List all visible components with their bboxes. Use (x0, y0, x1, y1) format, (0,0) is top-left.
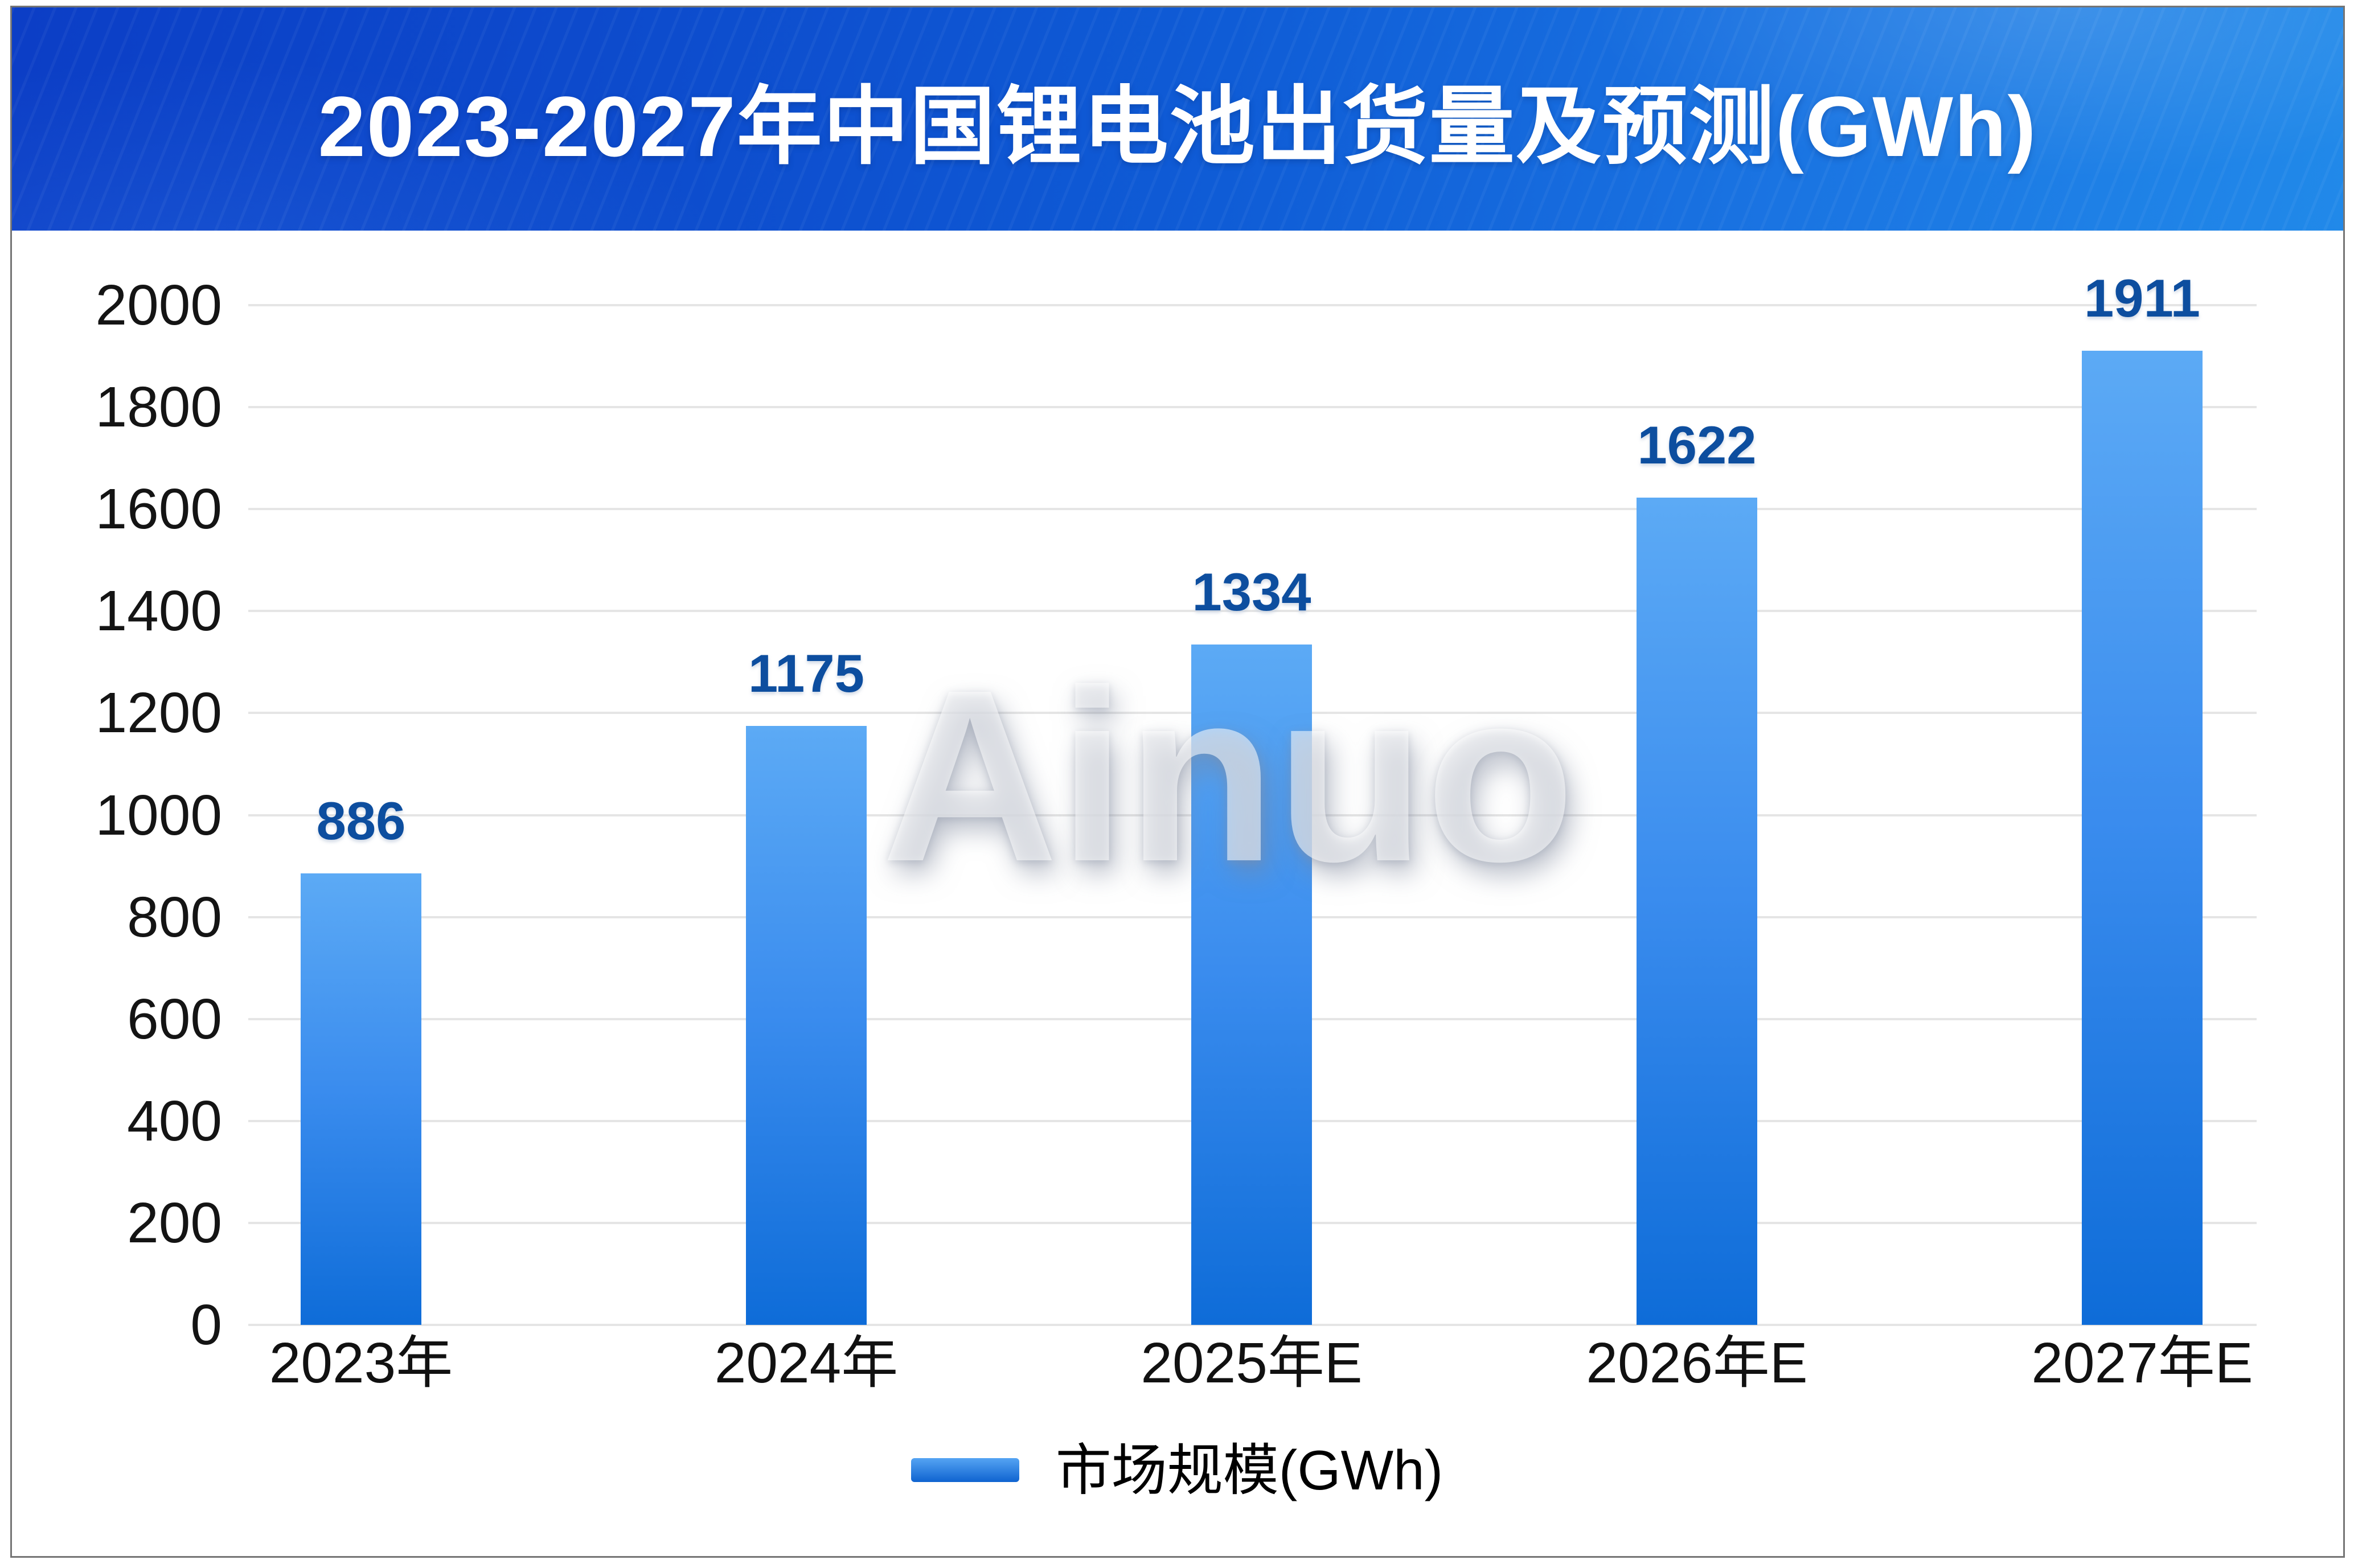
gridline (248, 610, 2257, 613)
y-axis-tick-label: 600 (127, 987, 222, 1051)
x-axis-tick-label: 2026年E (1586, 1331, 1808, 1395)
gridline (248, 406, 2257, 409)
page-title: 2023-2027年中国锂电池出货量及预测(GWh) (318, 78, 2037, 174)
y-axis-tick-label: 2000 (95, 273, 222, 337)
bar (301, 873, 421, 1325)
x-axis-tick-label: 2024年 (714, 1331, 899, 1395)
y-axis-tick-label: 1200 (95, 681, 222, 745)
bar (2082, 350, 2203, 1325)
header-banner: 2023-2027年中国锂电池出货量及预测(GWh) (12, 7, 2343, 231)
y-axis-tick-label: 1800 (95, 375, 222, 440)
y-axis-tick-label: 1600 (95, 477, 222, 541)
bar (746, 725, 867, 1325)
x-axis-tick-label: 2023年 (269, 1331, 453, 1395)
watermark-text: Ainuo (881, 639, 1575, 913)
gridline (248, 508, 2257, 511)
y-axis-tick-label: 400 (127, 1089, 222, 1153)
y-axis-tick-label: 800 (127, 885, 222, 949)
x-axis-tick-label: 2027年E (2031, 1331, 2253, 1395)
bar-value-label: 1175 (748, 643, 864, 703)
bar-value-label: 886 (316, 790, 406, 851)
bar-value-label: 1911 (2084, 268, 2200, 328)
bar-value-label: 1334 (1192, 562, 1311, 622)
y-axis-tick-label: 1000 (95, 783, 222, 847)
bar (1637, 498, 1757, 1325)
bar (1191, 645, 1312, 1325)
gridline (248, 304, 2257, 306)
y-axis-tick-label: 1400 (95, 579, 222, 643)
legend-label: 市场规模(GWh) (1055, 1439, 1443, 1501)
gridline (248, 1324, 2257, 1326)
x-axis-tick-label: 2025年E (1141, 1331, 1363, 1395)
y-axis-tick-label: 0 (190, 1293, 222, 1357)
y-axis-tick-label: 200 (127, 1191, 222, 1255)
legend: 市场规模(GWh) (0, 1436, 2354, 1504)
bar-value-label: 1622 (1637, 415, 1757, 475)
legend-swatch-icon (911, 1458, 1019, 1482)
